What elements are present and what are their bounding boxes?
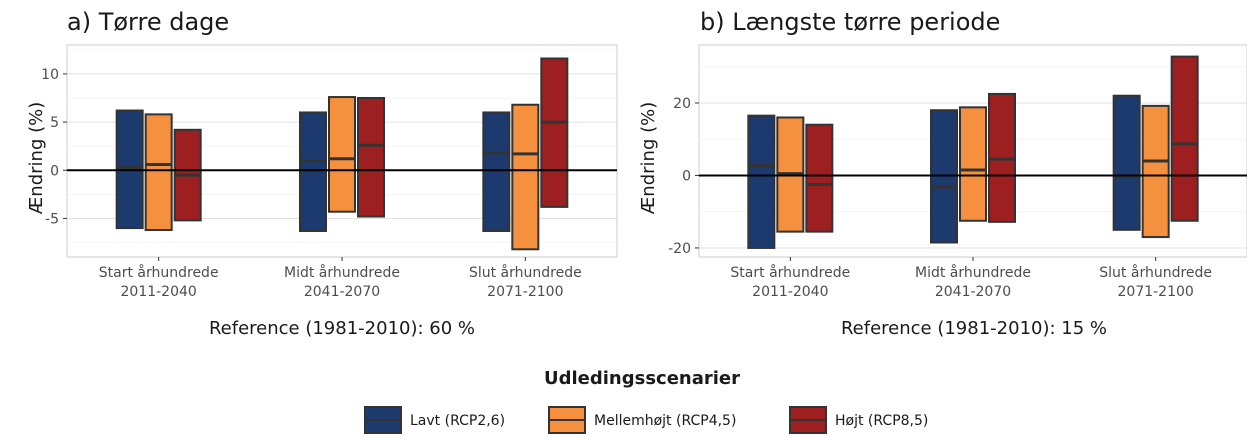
panel-b-ylabel: Ændring (%) <box>638 102 659 214</box>
panel-a-ytick-label: 0 <box>50 163 59 179</box>
panel-b-xlabel: Reference (1981-2010): 15 % <box>841 318 1107 339</box>
panel-a-category-label: Midt århundrede <box>284 264 400 281</box>
panel-b-ytick-label: 0 <box>682 168 691 184</box>
panel-a-range-bar <box>511 103 540 251</box>
panel-b-range-bar <box>747 114 776 249</box>
panel-b-range-bar <box>805 123 834 233</box>
panel-a-ylabel: Ændring (%) <box>26 102 47 214</box>
panel-a-category-period: 2071-2100 <box>487 284 563 300</box>
panel-b-ytick-label: -20 <box>668 241 691 257</box>
panel-a-range-bar <box>482 111 511 232</box>
legend: Lavt (RCP2,6) Mellemhøjt (RCP4,5) Højt (RC… <box>364 406 928 434</box>
legend-label: Højt (RCP8,5) <box>835 413 928 429</box>
panel-a-range-bar <box>299 111 327 232</box>
panel-b-title: b) Længste tørre periode <box>700 8 1000 36</box>
legend-label: Mellemhøjt (RCP4,5) <box>594 413 736 429</box>
panel-a-ytick-label: 10 <box>41 67 59 83</box>
panel-b-range-bar <box>1141 104 1170 239</box>
legend-label: Lavt (RCP2,6) <box>410 413 505 429</box>
panel-b-range-bar <box>959 106 987 222</box>
panel-a-range-bar <box>144 113 173 232</box>
panel-b-ytick-label: 20 <box>673 96 691 112</box>
panel-a-xlabel: Reference (1981-2010): 60 % <box>209 318 475 339</box>
panel-a-category-label: Slut århundrede <box>469 264 582 281</box>
panel-b-category-label: Start århundrede <box>730 264 850 281</box>
panel-a-category-period: 2041-2070 <box>304 284 380 300</box>
panel-b-range-bar <box>1112 94 1141 231</box>
panel-b-category-period: 2011-2040 <box>752 284 828 300</box>
panel-a-ytick-label: 5 <box>50 115 59 131</box>
panel-b-category-label: Midt århundrede <box>915 264 1031 281</box>
panel-b-category-period: 2041-2070 <box>935 284 1011 300</box>
panel-b-range-bar <box>1170 55 1199 222</box>
panel-a-category-period: 2011-2040 <box>121 284 197 300</box>
legend-title: Udledingsscenarier <box>544 368 740 389</box>
panel-b-category-label: Slut århundrede <box>1099 264 1212 281</box>
panel-a-plot: -5 0 5 10 Start århundrede 2011-2040 Midt århu… <box>41 44 618 300</box>
panel-b-category-period: 2071-2100 <box>1118 284 1194 300</box>
panel-a-category-label: Start århundrede <box>99 264 219 281</box>
panel-a-range-bar <box>328 96 356 213</box>
panel-a-range-bar <box>357 97 385 218</box>
panel-a-ytick-label: -5 <box>45 211 59 227</box>
panel-b-plot: -20 0 20 Start århundrede 2011-2040 Midt århu… <box>668 44 1247 300</box>
panel-a-range-bar <box>540 57 569 208</box>
panel-a-title: a) Tørre dage <box>67 8 229 36</box>
